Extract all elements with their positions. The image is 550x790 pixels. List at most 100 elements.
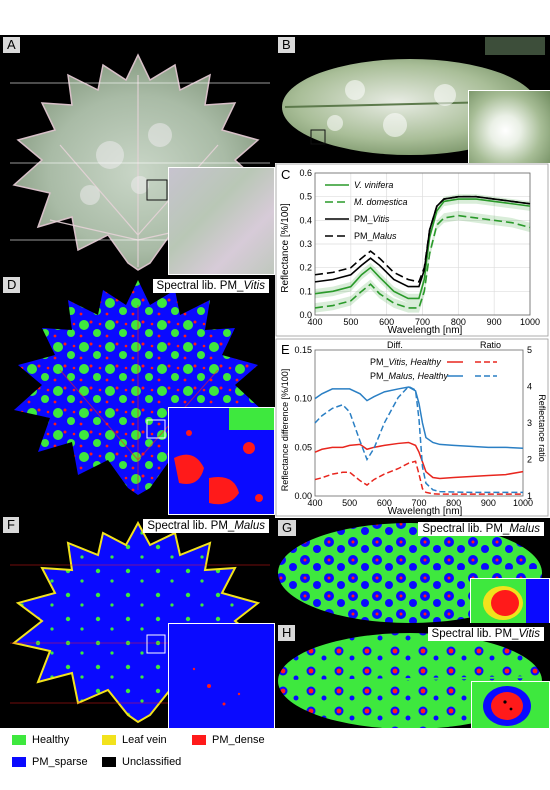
y-tick-label: 0.1	[299, 286, 312, 296]
x-tick-label: 1000	[520, 317, 540, 327]
y-tick-label: 0.6	[299, 168, 312, 178]
legend-label: Healthy	[32, 734, 70, 746]
y2-tick-label: 2	[527, 455, 532, 465]
panel-label: B	[278, 37, 295, 53]
inset-map	[483, 579, 549, 623]
lib-prefix: Spectral lib. PM_	[156, 280, 244, 292]
class-legend: Healthy Leaf vein PM_dense PM_sparse Unc…	[0, 728, 550, 790]
panel-label: F	[3, 517, 19, 533]
legend-label: PM_Vitis, Healthy	[370, 357, 441, 367]
difference-ratio-chart: E 400 500 600 700 800 900 1000 0.00 0.05 0.10 0.1…	[275, 338, 549, 517]
panel-label: A	[3, 37, 20, 53]
lib-name: Vitis	[243, 280, 265, 292]
legend-swatch	[12, 735, 26, 746]
series-band	[315, 194, 530, 304]
zoom-inset	[168, 167, 275, 275]
lib-prefix: Spectral lib. PM_	[422, 523, 510, 535]
x-tick-label: 800	[446, 498, 461, 508]
panel-a-rgb-vine-leaf: A	[0, 35, 275, 275]
x-tick-label: 600	[377, 498, 392, 508]
zoom-inset	[471, 681, 550, 728]
x-tick-label: 600	[379, 317, 394, 327]
legend-label: PM_dense	[212, 734, 265, 746]
legend-item-unclassified: Unclassified	[102, 756, 181, 768]
y-tick-label: 0.5	[299, 192, 312, 202]
legend-swatch	[102, 757, 116, 768]
y-axis-label: Reflectance difference [%/100]	[280, 369, 290, 491]
inset-map	[192, 667, 241, 706]
y-tick-label: 0.15	[294, 345, 312, 355]
x-tick-label: 400	[307, 317, 322, 327]
legend-item-healthy: Healthy	[12, 734, 69, 746]
lib-name: Vitis	[518, 628, 540, 640]
legend-item-pm-dense: PM_dense	[192, 734, 265, 746]
y2-tick-label: 4	[527, 382, 532, 392]
panel-h-classification-apple: H Spectral lib. PM_Vitis	[275, 623, 550, 728]
series-line	[314, 385, 523, 494]
legend-swatch	[12, 757, 26, 768]
lib-prefix: Spectral lib. PM_	[431, 628, 519, 640]
x-axis-label: Wavelength [nm]	[388, 325, 463, 336]
y2-axis-label: Reflectance ratio	[537, 394, 547, 462]
y-tick-label: 0.05	[294, 442, 312, 452]
zoom-inset	[468, 90, 550, 163]
x-tick-label: 800	[451, 317, 466, 327]
legend-label: Leaf vein	[122, 734, 167, 746]
series-band	[315, 210, 530, 313]
legend-item-pm-sparse: PM_sparse	[12, 756, 88, 768]
series-line	[314, 198, 531, 300]
series-line	[314, 460, 523, 495]
panel-b-rgb-apple-leaf: B	[275, 35, 550, 163]
y2-tick-label: 1	[527, 491, 532, 501]
x-tick-label: 700	[415, 317, 430, 327]
x-tick-label: 400	[307, 498, 322, 508]
panel-f-classification-vine: F Spectral lib. PM_Malus	[0, 515, 275, 728]
y-axis-label: Reflectance [%/100]	[280, 203, 291, 293]
x-tick-label: 900	[487, 317, 502, 327]
inset-map	[174, 408, 274, 505]
lib-prefix: Spectral lib. PM_	[147, 520, 235, 532]
legend-header: Diff.	[387, 340, 403, 350]
x-axis-label: Wavelength [nm]	[388, 506, 463, 517]
zoom-inset	[168, 623, 275, 728]
legend-header: Ratio	[480, 340, 501, 350]
legend-swatch	[192, 735, 206, 746]
panel-label: C	[281, 167, 290, 182]
legend-label: PM_Malus	[354, 231, 397, 241]
panel-c-reflectance-chart: C 400 500 600 700 800 900 1000 0.0 0.1 0.2 0.3 0.4…	[275, 163, 550, 338]
series-line	[314, 195, 531, 283]
spectral-library-tag: Spectral lib. PM_Vitis	[427, 627, 544, 641]
y2-tick-label: 5	[527, 345, 532, 355]
panel-g-classification-apple: G Spectral lib. PM_Malus	[275, 518, 550, 623]
x-tick-label: 500	[343, 317, 358, 327]
panel-label: G	[278, 520, 297, 536]
y-tick-label: 0.10	[294, 394, 312, 404]
panel-d-classification-vine: D Spectral lib. PM_Vitis	[0, 275, 275, 515]
x-tick-label: 700	[411, 498, 426, 508]
x-tick-label: 900	[481, 498, 496, 508]
lib-name: Malus	[509, 523, 540, 535]
y-tick-label: 0.4	[299, 215, 312, 225]
legend-swatch	[102, 735, 116, 746]
series-line	[314, 441, 524, 480]
legend-label: PM_sparse	[32, 756, 88, 768]
zoom-inset	[470, 578, 550, 623]
legend-label: M. domestica	[354, 197, 408, 207]
spectral-library-tag: Spectral lib. PM_Vitis	[152, 279, 269, 293]
panel-label: E	[281, 342, 290, 357]
panel-e-difference-chart: E 400 500 600 700 800 900 1000 0.00 0.05 0.10 0.1…	[275, 338, 550, 518]
legend-label: PM_Vitis	[354, 214, 390, 224]
legend-label: V. vinifera	[354, 180, 393, 190]
y-tick-label: 0.0	[299, 310, 312, 320]
series-line	[314, 214, 531, 309]
plot-frame	[314, 172, 531, 316]
reflectance-chart: C 400 500 600 700 800 900 1000 0.0 0.1 0.2 0.3 0.4…	[275, 163, 549, 337]
legend-label: PM_Malus, Healthy	[370, 371, 449, 381]
x-tick-label: 1000	[513, 498, 533, 508]
y-tick-label: 0.3	[299, 239, 312, 249]
spectral-library-tag: Spectral lib. PM_Malus	[418, 522, 544, 536]
y-tick-label: 0.00	[294, 491, 312, 501]
spectral-library-tag: Spectral lib. PM_Malus	[143, 519, 269, 533]
y-tick-label: 0.2	[299, 263, 312, 273]
series-line	[314, 386, 524, 450]
